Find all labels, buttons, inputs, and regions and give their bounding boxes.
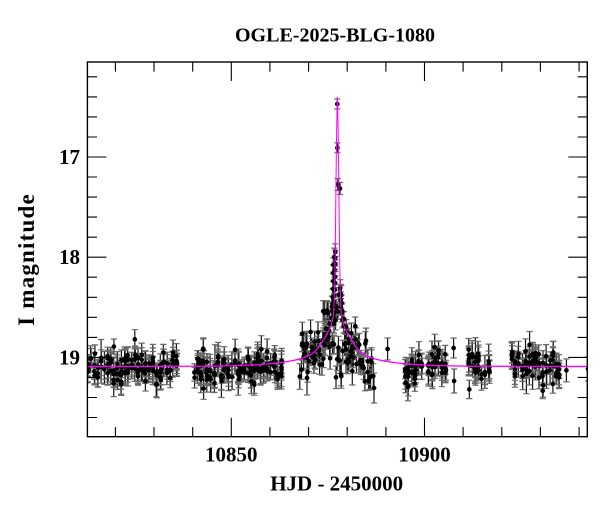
svg-text:19: 19: [59, 345, 80, 369]
svg-text:17: 17: [59, 145, 80, 169]
svg-text:10900: 10900: [398, 442, 451, 466]
svg-text:18: 18: [59, 245, 80, 269]
svg-text:10850: 10850: [205, 442, 258, 466]
svg-text:I magnitude: I magnitude: [14, 193, 39, 326]
svg-text:OGLE-2025-BLG-1080: OGLE-2025-BLG-1080: [235, 25, 435, 47]
svg-text:HJD - 2450000: HJD - 2450000: [270, 472, 403, 496]
